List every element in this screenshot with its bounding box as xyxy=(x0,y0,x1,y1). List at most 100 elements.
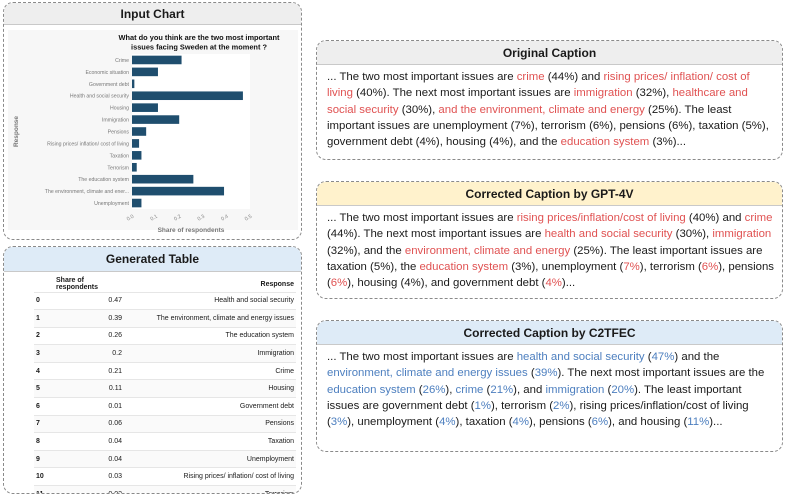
caption-span: ), taxation ( xyxy=(455,416,513,429)
caption-span: ), unemployment ( xyxy=(347,416,440,429)
x-tick-label: 0.1 xyxy=(149,214,158,223)
bar xyxy=(132,139,140,148)
error-span: healthcare and social security xyxy=(327,87,748,116)
original-caption-panel: Original Caption ... The two most import… xyxy=(316,40,783,160)
correction-span: 4% xyxy=(439,416,456,429)
row-index: 11 xyxy=(34,485,54,493)
row-share: 0.03 xyxy=(54,467,124,486)
caption-span: (44%). The next most important issues ar… xyxy=(327,228,545,241)
gpt4v-caption-header: Corrected Caption by GPT-4V xyxy=(317,182,782,206)
row-response: Health and social security xyxy=(124,291,296,310)
correction-span: immigration xyxy=(545,383,605,396)
x-tick-label: 0.4 xyxy=(220,214,229,223)
x-tick-label: 0.2 xyxy=(173,214,182,223)
bar-chart: What do you think are the two most impor… xyxy=(8,30,298,234)
y-axis-label: Response xyxy=(13,116,20,147)
error-span: 6% xyxy=(701,260,719,273)
table-row: 3 0.2 Immigration xyxy=(34,344,296,363)
table-row: 9 0.04 Unemployment xyxy=(34,449,296,468)
caption-span: ( xyxy=(415,383,423,396)
caption-span: ( xyxy=(527,367,535,380)
category-tick-label: Taxation xyxy=(110,153,129,159)
caption-span: (30%), xyxy=(398,103,439,116)
correction-span: 2% xyxy=(553,399,570,412)
generated-table-header: Generated Table xyxy=(4,247,301,272)
row-index: 9 xyxy=(34,449,54,468)
row-index: 5 xyxy=(34,379,54,398)
table-row: 8 0.04 Taxation xyxy=(34,432,296,451)
bar xyxy=(132,103,158,112)
correction-span: 21% xyxy=(490,383,514,396)
input-chart-header: Input Chart xyxy=(4,3,301,25)
caption-span: ( xyxy=(604,383,612,396)
category-tick-label: Pensions xyxy=(108,130,130,136)
row-share: 0.02 xyxy=(54,485,124,493)
row-index: 3 xyxy=(34,344,54,363)
row-share: 0.04 xyxy=(54,432,124,451)
category-tick-label: Housing xyxy=(110,106,129,112)
row-share: 0.47 xyxy=(54,291,124,310)
category-tick-label: Economic situation xyxy=(85,70,129,76)
caption-span: ( xyxy=(483,383,491,396)
gpt4v-caption-text: ... The two most important issues are ri… xyxy=(327,210,774,291)
bar xyxy=(132,174,194,184)
category-tick-label: Government debt xyxy=(89,82,130,88)
row-index: 10 xyxy=(34,467,54,486)
row-share: 0.39 xyxy=(54,309,124,328)
error-span: 4% xyxy=(545,277,562,290)
caption-span: (40%) and xyxy=(685,212,745,224)
row-share: 0.2 xyxy=(54,344,124,363)
error-span: education system xyxy=(560,136,650,149)
error-span: 6% xyxy=(330,277,348,290)
table-row: 2 0.26 The education system xyxy=(34,326,296,345)
bar xyxy=(132,162,137,172)
row-response: The education system xyxy=(124,326,296,345)
row-share: 0.26 xyxy=(54,326,124,345)
row-response: Immigration xyxy=(124,344,296,363)
plot-area xyxy=(132,54,250,209)
row-response: Taxation xyxy=(124,432,296,451)
bar xyxy=(132,151,142,160)
row-response: Pensions xyxy=(124,414,296,433)
row-share: 0.21 xyxy=(54,361,124,380)
caption-span: (44%) and xyxy=(544,71,604,83)
table-row: 10 0.03 Rising prices/ inflation/ cost of … xyxy=(34,467,296,486)
c2tfec-caption-header: Corrected Caption by C2TFEC xyxy=(317,321,782,345)
category-tick-label: Unemployment xyxy=(94,201,129,207)
bar xyxy=(132,198,142,208)
table-header-share: Share of respondents xyxy=(56,277,99,292)
row-share: 0.11 xyxy=(54,379,124,398)
gpt4v-caption-panel: Corrected Caption by GPT-4V ... The two … xyxy=(316,181,783,299)
table-header-row: Share of respondents Response xyxy=(34,277,296,292)
table-row: 6 0.01 Government debt xyxy=(34,397,296,416)
row-response: Government debt xyxy=(124,397,296,416)
correction-span: 1% xyxy=(474,399,491,412)
bar xyxy=(132,67,158,77)
bar xyxy=(132,186,225,196)
row-response: Housing xyxy=(124,379,296,398)
correction-span: 39% xyxy=(534,367,558,380)
original-caption-header: Original Caption xyxy=(317,41,782,65)
row-index: 8 xyxy=(34,432,54,451)
caption-span: (40%). The next most important issues ar… xyxy=(352,87,574,100)
row-index: 7 xyxy=(34,414,54,433)
x-tick-label: 0.3 xyxy=(197,214,206,223)
caption-span: ), and housing ( xyxy=(608,416,688,429)
row-share: 0.04 xyxy=(54,449,124,468)
row-response: Crime xyxy=(124,361,296,380)
row-response: Rising prices/ inflation/ cost of living xyxy=(124,467,296,486)
table-row: 5 0.11 Housing xyxy=(34,379,296,398)
error-span: 7% xyxy=(623,260,640,273)
bar xyxy=(132,115,180,124)
caption-span: (32%), xyxy=(632,87,673,100)
table-row: 7 0.06 Pensions xyxy=(34,414,296,433)
bar xyxy=(132,55,182,65)
caption-span: ), terrorism ( xyxy=(491,399,554,412)
original-caption-text: ... The two most important issues are cr… xyxy=(327,69,774,150)
caption-span: ), rising prices/inflation/cost of livin… xyxy=(327,399,749,429)
table-row: 1 0.39 The environment, climate and energy… xyxy=(34,309,296,328)
error-span: health and social security xyxy=(544,228,673,241)
table-row: 4 0.21 Crime xyxy=(34,361,296,380)
x-tick-label: 0.0 xyxy=(126,214,135,223)
error-span: crime xyxy=(744,212,773,224)
